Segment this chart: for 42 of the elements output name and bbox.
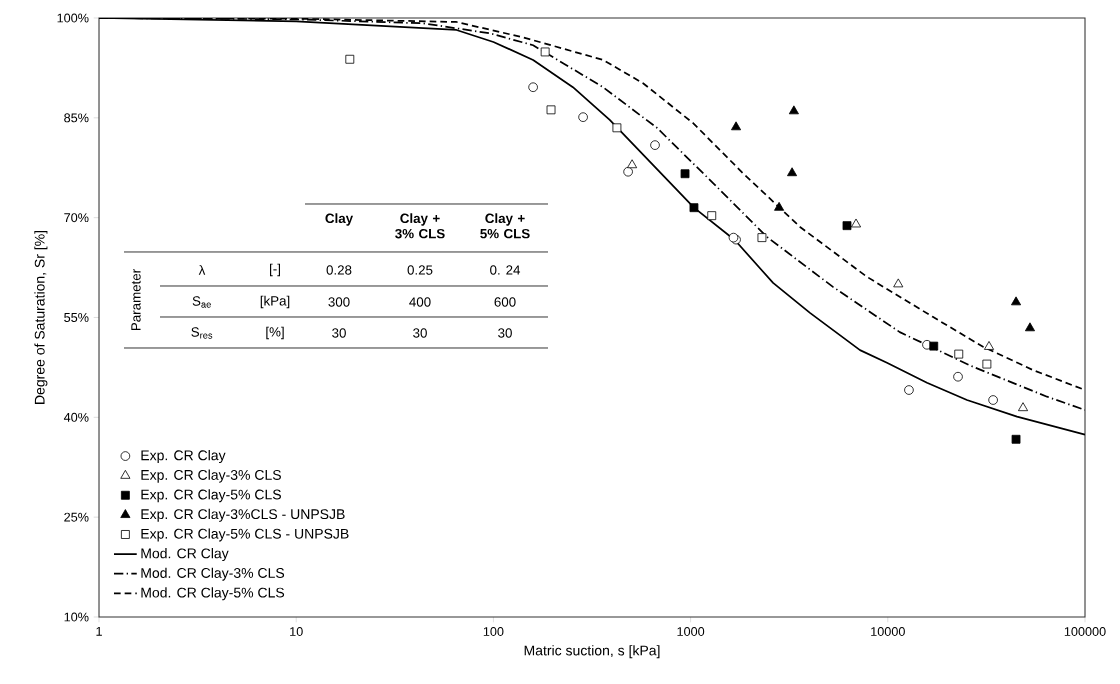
x-axis-title: Matric suction, s [kPa]: [524, 645, 660, 659]
annotation: Clay + 5% CLS: [480, 213, 530, 239]
annotation: 300: [328, 297, 350, 307]
annotation: [%]: [266, 326, 284, 340]
legend-label: Exp. CR Clay-3%CLS - UNPSJB: [141, 508, 345, 522]
y-tick-label: 10%: [64, 612, 89, 622]
y-axis-title: Degree of Saturation, Sr [%]: [34, 230, 48, 404]
annotation: 400: [409, 297, 431, 307]
legend-label: Exp. CR Clay: [141, 449, 226, 464]
legend-label: Mod. CR Clay-3% CLS: [141, 567, 285, 581]
annotation: 30: [498, 328, 512, 338]
legend-label: Mod. CR Clay-5% CLS: [141, 587, 285, 601]
x-tick-label: 10000: [871, 627, 905, 636]
annotation: 30: [332, 328, 346, 338]
annotation: Clay + 3% CLS: [395, 213, 445, 239]
annotation: 30: [413, 328, 427, 338]
y-tick-label: 40%: [63, 412, 89, 422]
annotation: 0.28: [326, 265, 352, 275]
x-tick-label: 100: [483, 627, 504, 636]
annotation: [kPa]: [260, 295, 290, 309]
x-tick-label: 10: [290, 627, 303, 636]
y-tick-label: 85%: [64, 113, 89, 123]
y-tick-label: 55%: [64, 313, 89, 322]
annotation: [-]: [270, 263, 280, 277]
annotation: λ: [198, 265, 206, 275]
annotation: S$_{res}$: [191, 327, 213, 339]
y-tick-label: 100%: [57, 13, 89, 23]
legend-label: Exp. CR Clay-5% CLS - UNPSJB: [141, 528, 349, 542]
annotation: Parameter: [131, 269, 141, 331]
annotation: S$_{ae}$: [192, 296, 211, 308]
y-tick-label: 70%: [64, 213, 89, 223]
legend-label: Exp. CR Clay-3% CLS: [141, 469, 281, 483]
annotation: 0. 24: [490, 265, 521, 275]
legend-label: Exp. CR Clay-5% CLS: [141, 489, 281, 503]
annotation: Clay: [325, 213, 354, 226]
legend-label: Mod. CR Clay: [141, 548, 229, 562]
annotation: 0.25: [407, 265, 433, 275]
y-tick-label: 25%: [64, 512, 89, 522]
annotation: 600: [494, 297, 516, 307]
x-tick-label: 100000: [1064, 627, 1106, 636]
x-tick-label: 1000: [677, 627, 705, 636]
x-tick-label: 1: [96, 627, 102, 636]
